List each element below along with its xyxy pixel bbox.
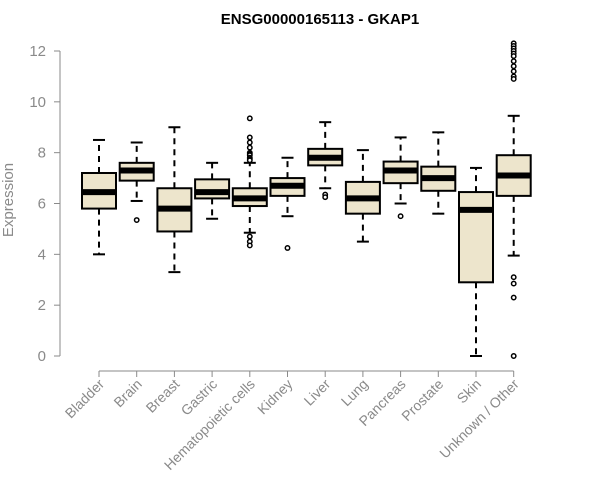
box-group: [194, 161, 231, 220]
outlier-point: [246, 144, 253, 151]
outlier-point: [246, 134, 253, 141]
outlier-point: [246, 157, 253, 164]
box-group: [231, 115, 268, 249]
y-tick-label: 8: [38, 145, 46, 162]
outlier-point: [510, 63, 517, 70]
y-tick-label: 12: [29, 43, 46, 60]
plot-area: [81, 40, 532, 359]
box-group: [382, 136, 419, 220]
outlier-point: [510, 53, 517, 60]
outlier-point: [322, 194, 329, 201]
box-group: [118, 141, 155, 223]
y-tick-label: 6: [38, 196, 46, 213]
outlier-point: [397, 213, 404, 220]
box-group: [458, 166, 494, 357]
box-group: [269, 156, 306, 251]
y-tick-label: 4: [38, 246, 46, 263]
box-group: [344, 149, 381, 243]
x-tick-label: Breast: [143, 376, 183, 416]
outlier-point: [510, 294, 517, 301]
outlier-point: [133, 217, 140, 223]
outlier-point: [246, 139, 253, 146]
outlier-point: [510, 280, 517, 287]
box-group: [495, 40, 532, 359]
box-group: [156, 126, 193, 274]
outlier-point: [510, 58, 517, 65]
outlier-point: [510, 353, 517, 359]
outlier-point: [510, 76, 517, 82]
box-group: [307, 121, 344, 201]
y-axis-label: Expression: [0, 163, 17, 237]
outlier-point: [284, 245, 291, 251]
x-tick-label: Brain: [110, 376, 144, 410]
y-axis: 0 2 4 6 8 10 12: [29, 43, 61, 365]
x-tick-label: Skin: [454, 376, 485, 407]
outlier-point: [246, 242, 253, 249]
chart-title: ENSG00000165113 - GKAP1: [221, 11, 419, 28]
box: [194, 178, 231, 200]
x-tick-label: Lung: [338, 376, 371, 409]
outlier-point: [510, 68, 517, 75]
y-tick-label: 2: [38, 297, 46, 314]
box-group: [420, 131, 457, 215]
x-tick-label: Prostate: [398, 376, 446, 424]
x-tick-label: Bladder: [62, 376, 108, 422]
y-tick-label: 10: [29, 94, 46, 111]
box: [458, 191, 494, 284]
y-tick-label: 0: [38, 348, 46, 365]
outlier-point: [510, 274, 517, 281]
x-tick-label: Kidney: [254, 376, 296, 418]
outlier-point: [246, 115, 253, 122]
x-tick-label: Liver: [301, 376, 334, 409]
box-group: [81, 138, 117, 256]
outlier-point: [246, 233, 253, 240]
